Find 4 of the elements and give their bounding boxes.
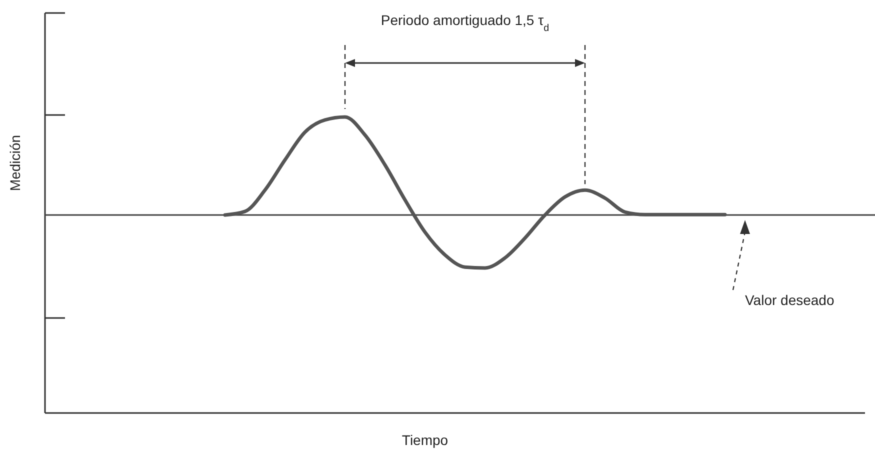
text: Periodo amortiguado 1,5 τ$_{d}$: [380, 12, 550, 34]
y-axis-title: Medición: [7, 134, 23, 192]
ref-line-label: Valor deseado: [745, 292, 834, 308]
x-axis-title: Tiempo: [402, 432, 448, 448]
